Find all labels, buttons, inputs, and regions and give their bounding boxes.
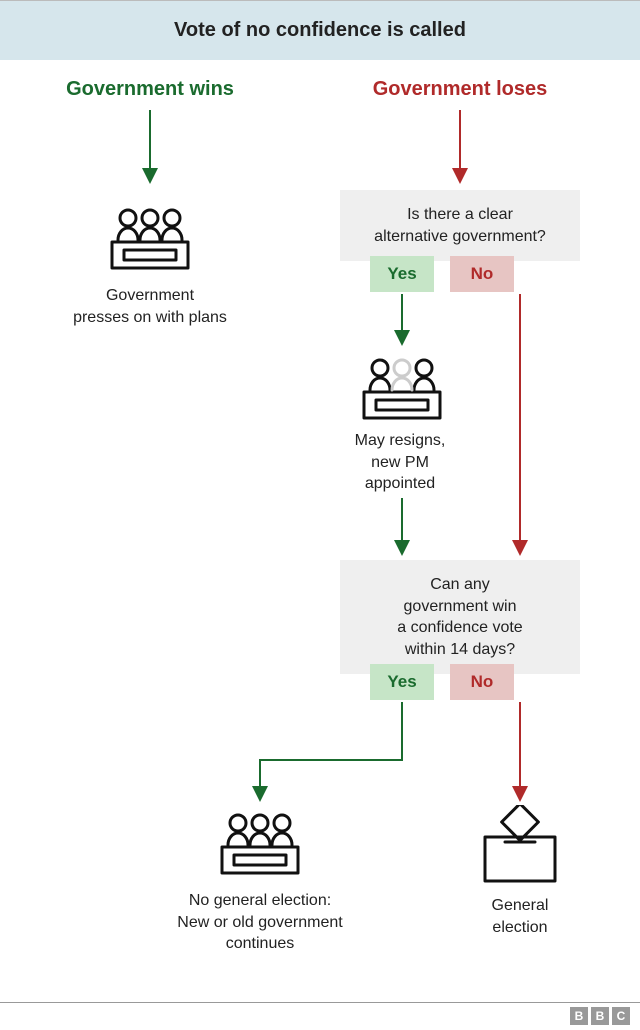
q1-no: No <box>450 256 514 292</box>
footer: B B C <box>0 1002 640 1030</box>
q1-yes: Yes <box>370 256 434 292</box>
q2-yes: Yes <box>370 664 434 700</box>
govt-continues-icon <box>210 805 310 890</box>
question-q2: Can anygovernment wina confidence votewi… <box>340 560 580 674</box>
header-banner: Vote of no confidence is called <box>0 0 640 60</box>
caption-out-no: Generalelection <box>460 895 580 938</box>
flowchart-canvas: Government wins Government loses Governm… <box>0 60 640 1000</box>
ballot-box-icon <box>475 805 565 895</box>
header-title: Vote of no confidence is called <box>174 19 466 41</box>
bbc-logo: B B C <box>570 1007 630 1025</box>
col-head-loses: Government loses <box>310 78 610 101</box>
question-q1: Is there a clearalternative government? <box>340 190 580 261</box>
parliament-icon <box>100 200 200 285</box>
q2-no: No <box>450 664 514 700</box>
caption-wins: Governmentpresses on with plans <box>50 285 250 328</box>
new-pm-icon <box>352 350 452 435</box>
col-head-wins: Government wins <box>0 78 300 101</box>
caption-out-yes: No general election:New or old governmen… <box>150 890 370 955</box>
caption-mid: May resigns,new PMappointed <box>330 430 470 495</box>
